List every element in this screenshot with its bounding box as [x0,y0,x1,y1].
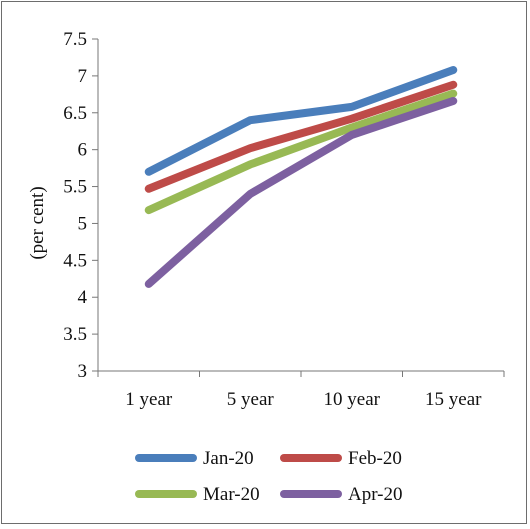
y-tick-label: 7 [78,66,88,87]
y-tick-label: 4 [78,287,88,308]
legend: Jan-20 Feb-20 Mar-20 Apr-20 [139,448,403,505]
x-tick-label: 10 year [324,389,381,410]
y-tick-label: 6 [78,140,88,161]
y-tick-labels: 7.5 7 6.5 6 5.5 5 4.5 4 3.5 3 [63,29,87,382]
x-tick-label: 15 year [425,389,482,410]
series-line-feb-20 [149,85,454,189]
legend-label: Apr-20 [348,484,403,505]
y-tick-label: 4.5 [63,250,87,271]
y-tick-label: 6.5 [63,103,87,124]
y-tick-label: 5.5 [63,177,87,198]
legend-label: Jan-20 [203,448,254,469]
x-tick-label: 1 year [125,389,173,410]
legend-label: Mar-20 [203,484,260,505]
y-tick-label: 3 [78,361,88,382]
y-tick-label: 7.5 [63,29,87,50]
x-tick-label: 5 year [227,389,275,410]
x-tick-labels: 1 year 5 year 10 year 15 year [125,389,482,410]
y-axis-label: (per cent) [27,186,48,259]
y-tick-label: 3.5 [63,324,87,345]
series-line-jan-20 [149,70,454,172]
series-lines [149,70,454,284]
legend-label: Feb-20 [348,448,402,469]
y-tick-label: 5 [78,213,88,234]
